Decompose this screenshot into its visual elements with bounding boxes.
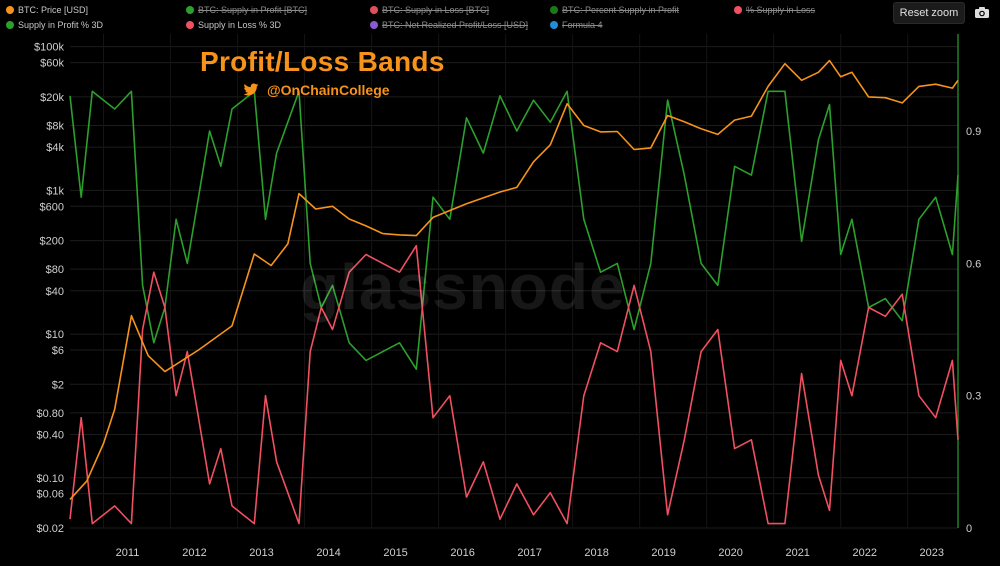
left-axis-tick-label: $40	[46, 286, 64, 298]
left-axis-tick-label: $200	[40, 236, 64, 248]
right-axis-ticks: 0 0.3 0.6 0.9	[966, 126, 981, 535]
legend-item-supply-in-loss[interactable]: BTC: Supply in Loss [BTC]	[370, 5, 489, 15]
twitter-handle: @OnChainCollege	[243, 82, 390, 98]
legend-item-pct-supply-in-loss[interactable]: % Supply in Loss	[734, 5, 815, 15]
left-axis-tick-label: $0.80	[36, 408, 64, 420]
x-axis-tick-label: 2018	[584, 547, 608, 559]
x-axis-ticks: 2011 2012 2013 2014 2015 2016 2017 2018 2019 2020…	[116, 547, 944, 559]
legend-label: Supply in Profit % 3D	[18, 20, 104, 30]
legend-label: Supply in Loss % 3D	[198, 20, 282, 30]
x-axis-tick-label: 2023	[919, 547, 943, 559]
legend-marker	[550, 21, 558, 29]
x-axis-tick-label: 2016	[450, 547, 474, 559]
right-axis-tick-label: 0.6	[966, 258, 981, 270]
camera-icon-glyph	[975, 6, 989, 18]
series-lines	[69, 59, 959, 525]
x-axis-tick-label: 2013	[249, 547, 273, 559]
legend-marker	[6, 21, 14, 29]
legend-item-net-realized-pl[interactable]: BTC: Net Realized Profit/Loss [USD]	[370, 20, 528, 30]
chart-title: Profit/Loss Bands	[200, 46, 445, 77]
chart-grid	[70, 34, 958, 529]
camera-icon[interactable]	[970, 2, 994, 22]
left-axis-tick-label: $0.06	[36, 489, 64, 501]
legend-item-percent-supply-in-profit[interactable]: BTC: Percent Supply in Profit	[550, 5, 679, 15]
series-line-supply-in-profit-3d	[69, 90, 959, 371]
left-axis-tick-label: $6	[52, 345, 64, 357]
x-axis-tick-label: 2011	[116, 547, 140, 559]
left-axis-ticks: $100k $60k $20k $8k $4k $1k $600 $200 $80 $40 $10 $…	[34, 42, 64, 535]
right-axis-tick-label: 0.9	[966, 126, 981, 138]
legend-label: Formula 4	[562, 20, 603, 30]
legend-item-supply-in-loss-3d[interactable]: Supply in Loss % 3D	[186, 20, 281, 30]
left-axis-tick-label: $8k	[46, 120, 64, 132]
legend-marker	[186, 21, 194, 29]
left-axis-tick-label: $0.02	[36, 523, 64, 535]
legend-marker	[734, 6, 742, 14]
x-axis-tick-label: 2014	[316, 547, 340, 559]
x-axis-tick-label: 2022	[852, 547, 876, 559]
left-axis-tick-label: $100k	[34, 42, 64, 54]
watermark-text: glassnode	[300, 251, 626, 323]
right-axis-tick-label: 0	[966, 523, 972, 535]
legend-item-supply-in-profit[interactable]: BTC: Supply in Profit [BTC]	[186, 5, 307, 15]
legend-label: BTC: Supply in Loss [BTC]	[382, 5, 490, 15]
legend-item-btc-price[interactable]: BTC: Price [USD]	[6, 5, 88, 15]
right-axis-tick-label: 0.3	[966, 391, 981, 403]
left-axis-tick-label: $1k	[46, 185, 64, 197]
left-axis-tick-label: $80	[46, 264, 64, 276]
series-line-supply-in-loss-3d	[69, 244, 959, 525]
legend-label: BTC: Net Realized Profit/Loss [USD]	[382, 20, 529, 30]
legend-marker	[6, 6, 14, 14]
legend-marker	[186, 6, 194, 14]
x-axis-tick-label: 2017	[517, 547, 541, 559]
left-axis-tick-label: $600	[40, 201, 64, 213]
left-axis-tick-label: $60k	[40, 58, 64, 70]
x-axis-tick-label: 2015	[383, 547, 407, 559]
legend-marker	[550, 6, 558, 14]
legend-label: BTC: Price [USD]	[18, 5, 89, 15]
legend-marker	[370, 21, 378, 29]
left-axis-tick-label: $20k	[40, 92, 64, 104]
left-axis-tick-label: $4k	[46, 142, 64, 154]
left-axis-tick-label: $0.10	[36, 473, 64, 485]
left-axis-tick-label: $10	[46, 329, 64, 341]
x-axis-tick-label: 2021	[785, 547, 809, 559]
legend-label: BTC: Percent Supply in Profit	[562, 5, 680, 15]
legend-marker	[370, 6, 378, 14]
x-axis-tick-label: 2019	[651, 547, 675, 559]
twitter-bird-icon	[243, 83, 259, 96]
legend-item-supply-in-profit-3d[interactable]: Supply in Profit % 3D	[6, 20, 103, 30]
x-axis-tick-label: 2012	[182, 547, 206, 559]
left-axis-tick-label: $0.40	[36, 430, 64, 442]
series-line-btc-price-usd	[69, 59, 959, 500]
legend-label: BTC: Supply in Profit [BTC]	[198, 5, 308, 15]
twitter-handle-text: @OnChainCollege	[267, 82, 390, 98]
legend-item-formula-4[interactable]: Formula 4	[550, 20, 603, 30]
x-axis-tick-label: 2020	[718, 547, 742, 559]
legend-label: % Supply in Loss	[746, 5, 816, 15]
reset-zoom-button[interactable]: Reset zoom	[893, 2, 965, 24]
left-axis-tick-label: $2	[52, 379, 64, 391]
